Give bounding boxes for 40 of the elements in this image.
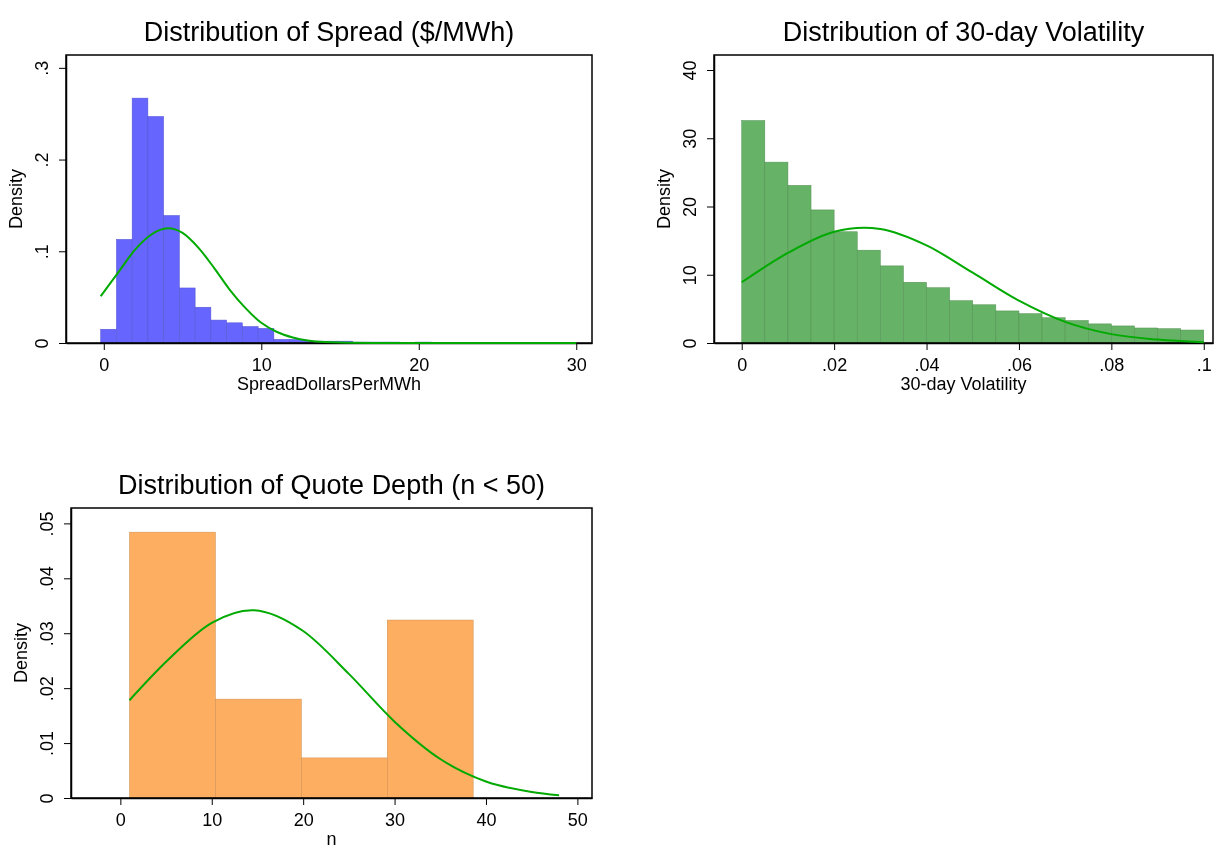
x-tick-label: 30 (385, 810, 406, 830)
x-tick-label: .08 (1099, 355, 1125, 375)
x-axis-title: 30-day Volatility (900, 374, 1027, 394)
y-tick-label: 0 (680, 338, 700, 349)
x-tick-label: 0 (737, 355, 748, 375)
y-tick-label: .01 (37, 731, 57, 757)
y-axis-title: Density (6, 168, 26, 230)
x-tick-label: 50 (567, 810, 588, 830)
y-tick-label: 40 (680, 60, 700, 81)
x-axis-title: SpreadDollarsPerMWh (236, 374, 422, 394)
y-tick-label: .04 (37, 566, 57, 592)
x-tick-label: 40 (476, 810, 497, 830)
y-tick-label: .02 (37, 676, 57, 702)
y-tick-label: 20 (680, 196, 700, 218)
y-tick-label: .3 (32, 60, 52, 76)
y-tick-label: 0 (37, 793, 57, 804)
x-axis-title: n (326, 829, 337, 849)
x-tick-label: .1 (1196, 355, 1212, 375)
y-tick-label: 0 (32, 338, 52, 349)
x-tick-label: 10 (251, 355, 272, 375)
chart-title: Distribution of Quote Depth (n < 50) (118, 470, 545, 500)
x-tick-label: 0 (115, 810, 126, 830)
y-tick-label: 10 (680, 265, 700, 286)
x-tick-label: .02 (822, 355, 848, 375)
y-axis-title: Density (11, 622, 31, 684)
x-tick-label: .06 (1006, 355, 1032, 375)
x-tick-label: 20 (409, 355, 430, 375)
x-tick-label: 30 (566, 355, 587, 375)
y-tick-label: .1 (32, 244, 52, 260)
y-tick-label: .03 (37, 621, 57, 647)
y-tick-label: .2 (32, 152, 52, 168)
x-tick-label: .04 (914, 355, 940, 375)
chart-title: Distribution of 30-day Volatility (782, 17, 1145, 47)
y-tick-label: .05 (37, 511, 57, 537)
chart-title: Distribution of Spread ($/MWh) (143, 17, 515, 47)
x-tick-label: 10 (202, 810, 223, 830)
y-tick-label: 30 (680, 128, 700, 149)
y-axis-title: Density (654, 168, 674, 230)
x-tick-label: 20 (293, 810, 314, 830)
x-tick-label: 0 (99, 355, 110, 375)
